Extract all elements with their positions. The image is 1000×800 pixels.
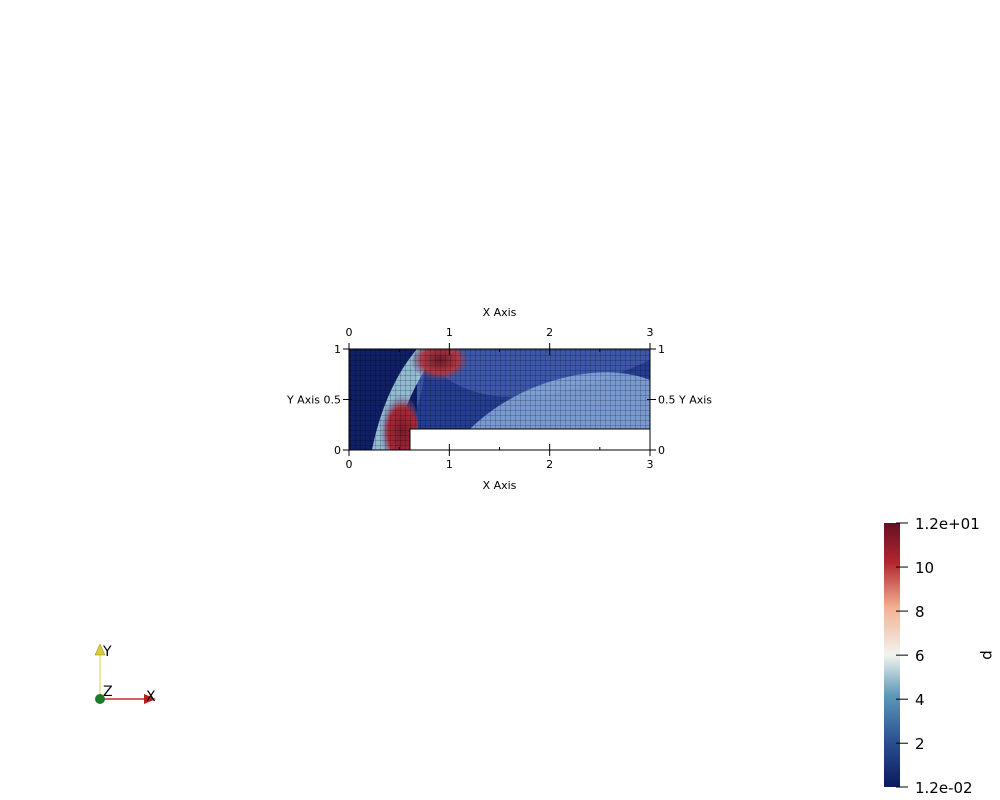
y-tick-label-right: 1: [658, 343, 665, 356]
y-tick-label-left: 1: [334, 343, 341, 356]
x-tick-label-top: 0: [346, 326, 353, 339]
colorbar-tick-label: 1.2e-02: [915, 779, 973, 797]
x-tick-label-bottom: 3: [647, 458, 654, 471]
colorbar-tick-label: 1.2e+01: [915, 515, 980, 533]
colorbar-tick-label: 8: [915, 603, 925, 621]
orientation-axes: Y X Z: [94, 643, 156, 705]
x-tick-label-bottom: 1: [446, 458, 453, 471]
colorbar-gradient: [884, 523, 900, 787]
y-tick-label-left: 0.5: [324, 394, 342, 407]
colorbar-tick-label: 2: [915, 735, 925, 753]
y-tick-label-left: 0: [334, 444, 341, 457]
z-axis-dot-icon: [95, 694, 105, 704]
x-tick-label-top: 2: [546, 326, 553, 339]
step-edge: [409, 428, 650, 450]
colorbar-tick-label: 10: [915, 559, 934, 577]
colorbar-title: p: [979, 650, 997, 660]
x-tick-label-top: 3: [647, 326, 654, 339]
orient-x-label: X: [146, 689, 156, 705]
x-axis-title-top: X Axis: [483, 306, 517, 319]
y-axis-title-left: Y Axis: [286, 394, 320, 407]
colorbar-tick-label: 4: [915, 691, 925, 709]
mesh-grid: [349, 349, 650, 450]
pressure-field: [349, 349, 650, 450]
y-arrow-head-icon: [94, 643, 106, 656]
y-tick-label-right: 0.5: [658, 394, 676, 407]
x-tick-label-bottom: 0: [346, 458, 353, 471]
x-tick-label-bottom: 2: [546, 458, 553, 471]
orient-z-label: Z: [103, 684, 113, 700]
colorbar-tick-label: 6: [915, 647, 925, 665]
orient-y-label: Y: [102, 644, 112, 660]
colorbar: 1.2e+01 10 8 6 4 2 1.2e-02 p: [884, 515, 997, 797]
y-tick-label-right: 0: [658, 444, 665, 457]
x-axis-title-bottom: X Axis: [483, 479, 517, 492]
y-axis-title-right: Y Axis: [678, 394, 712, 407]
x-tick-label-top: 1: [446, 326, 453, 339]
x-arrow-head-icon: [144, 694, 156, 704]
